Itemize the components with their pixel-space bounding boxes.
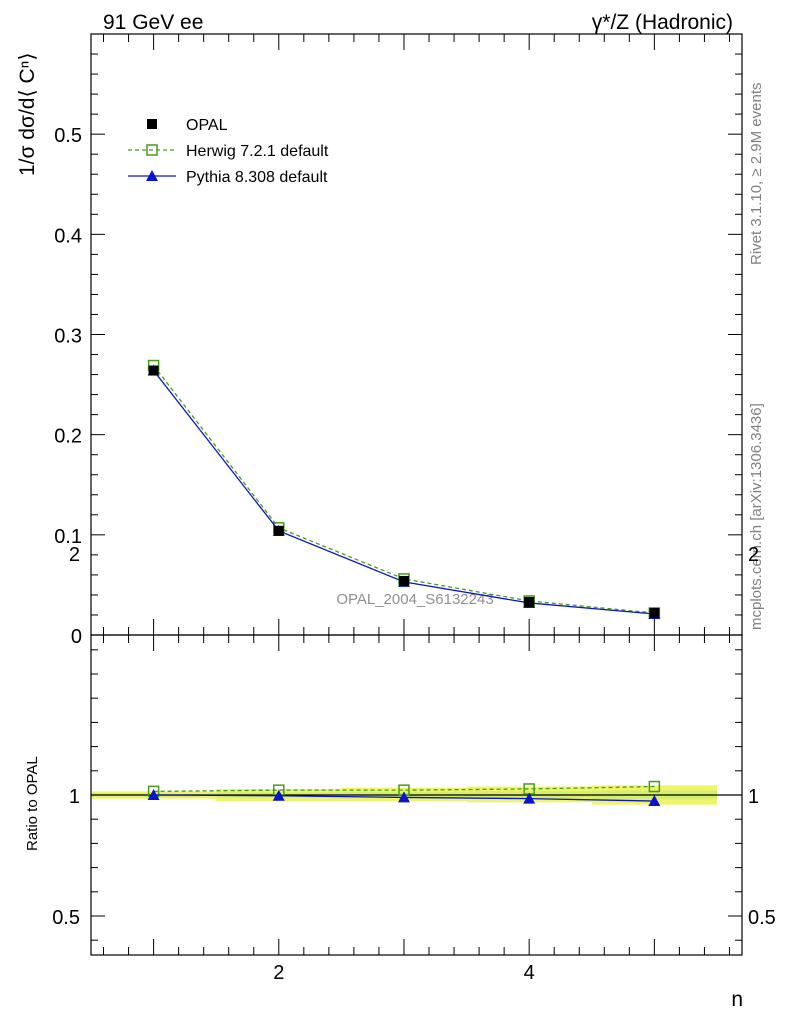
main-opal-point <box>273 525 284 536</box>
main-herwig-line <box>153 365 655 614</box>
ratio-y-tick-label: 0.5 <box>52 907 80 929</box>
main-y-axis-label: 1/σ dσ/d⟨ Cⁿ⟩ <box>16 52 39 176</box>
rivet-label: Rivet 3.1.10, ≥ 2.9M events <box>748 83 765 266</box>
ratio-y-tick-label-right: 2 <box>748 544 759 566</box>
ratio-pythia-point <box>147 789 160 800</box>
main-opal-point <box>148 365 159 376</box>
main-panel: 0 0.1 0.2 0.3 0.4 0.5 1/σ dσ/d⟨ Cⁿ⟩ OPAL_2004… <box>16 33 743 648</box>
ratio-y-tick-label: 1 <box>69 786 80 808</box>
main-opal-point <box>649 607 660 618</box>
legend-pythia-marker <box>146 170 158 181</box>
main-opal-point <box>524 596 535 607</box>
x-tick-label: 2 <box>273 962 284 984</box>
header-left: 91 GeV ee <box>103 11 203 34</box>
main-x-ticks <box>103 34 730 635</box>
x-axis-label: n <box>731 988 743 1011</box>
ratio-y-axis-label: Ratio to OPAL <box>24 756 41 851</box>
main-y-tick-label: 0.1 <box>54 526 82 548</box>
legend-opal-marker <box>147 119 157 129</box>
ratio-pythia-point <box>523 792 536 804</box>
legend-herwig-label: Herwig 7.2.1 default <box>186 143 329 160</box>
mcplots-label: mcplots.cern.ch [arXiv:1306.3436] <box>748 403 765 630</box>
legend-pythia-label: Pythia 8.308 default <box>186 169 328 186</box>
ratio-series-layer <box>147 780 661 807</box>
analysis-watermark: OPAL_2004_S6132243 <box>336 591 493 608</box>
main-y-tick-label: 0.5 <box>54 125 82 147</box>
ratio-y-ticks: 0.5 0.5 1 1 2 2 <box>52 544 776 941</box>
main-opal-point <box>398 575 409 586</box>
ratio-pythia-point <box>272 789 285 801</box>
ratio-herwig-point <box>648 780 661 793</box>
legend-herwig-marker <box>146 144 158 156</box>
main-y-tick-label: 0.4 <box>54 225 82 247</box>
main-y-tick-label: 0.2 <box>54 426 82 448</box>
ratio-y-tick-label: 2 <box>69 544 80 566</box>
main-y-tick-label: 0.3 <box>54 326 82 348</box>
ratio-y-tick-label-right: 0.5 <box>748 907 776 929</box>
main-y-tick-label: 0 <box>71 626 82 648</box>
legend: OPAL Herwig 7.2.1 default Pythia 8.308 def… <box>128 117 329 186</box>
ratio-y-tick-label-right: 1 <box>748 786 759 808</box>
ratio-pythia-point <box>648 795 661 807</box>
main-series-layer <box>147 359 661 619</box>
x-tick-label: 4 <box>524 962 535 984</box>
ratio-pythia-point <box>397 791 410 803</box>
header-right: γ*/Z (Hadronic) <box>592 11 733 34</box>
main-y-ticks: 0 0.1 0.2 0.3 0.4 0.5 <box>54 33 742 648</box>
legend-opal-label: OPAL <box>186 117 228 134</box>
